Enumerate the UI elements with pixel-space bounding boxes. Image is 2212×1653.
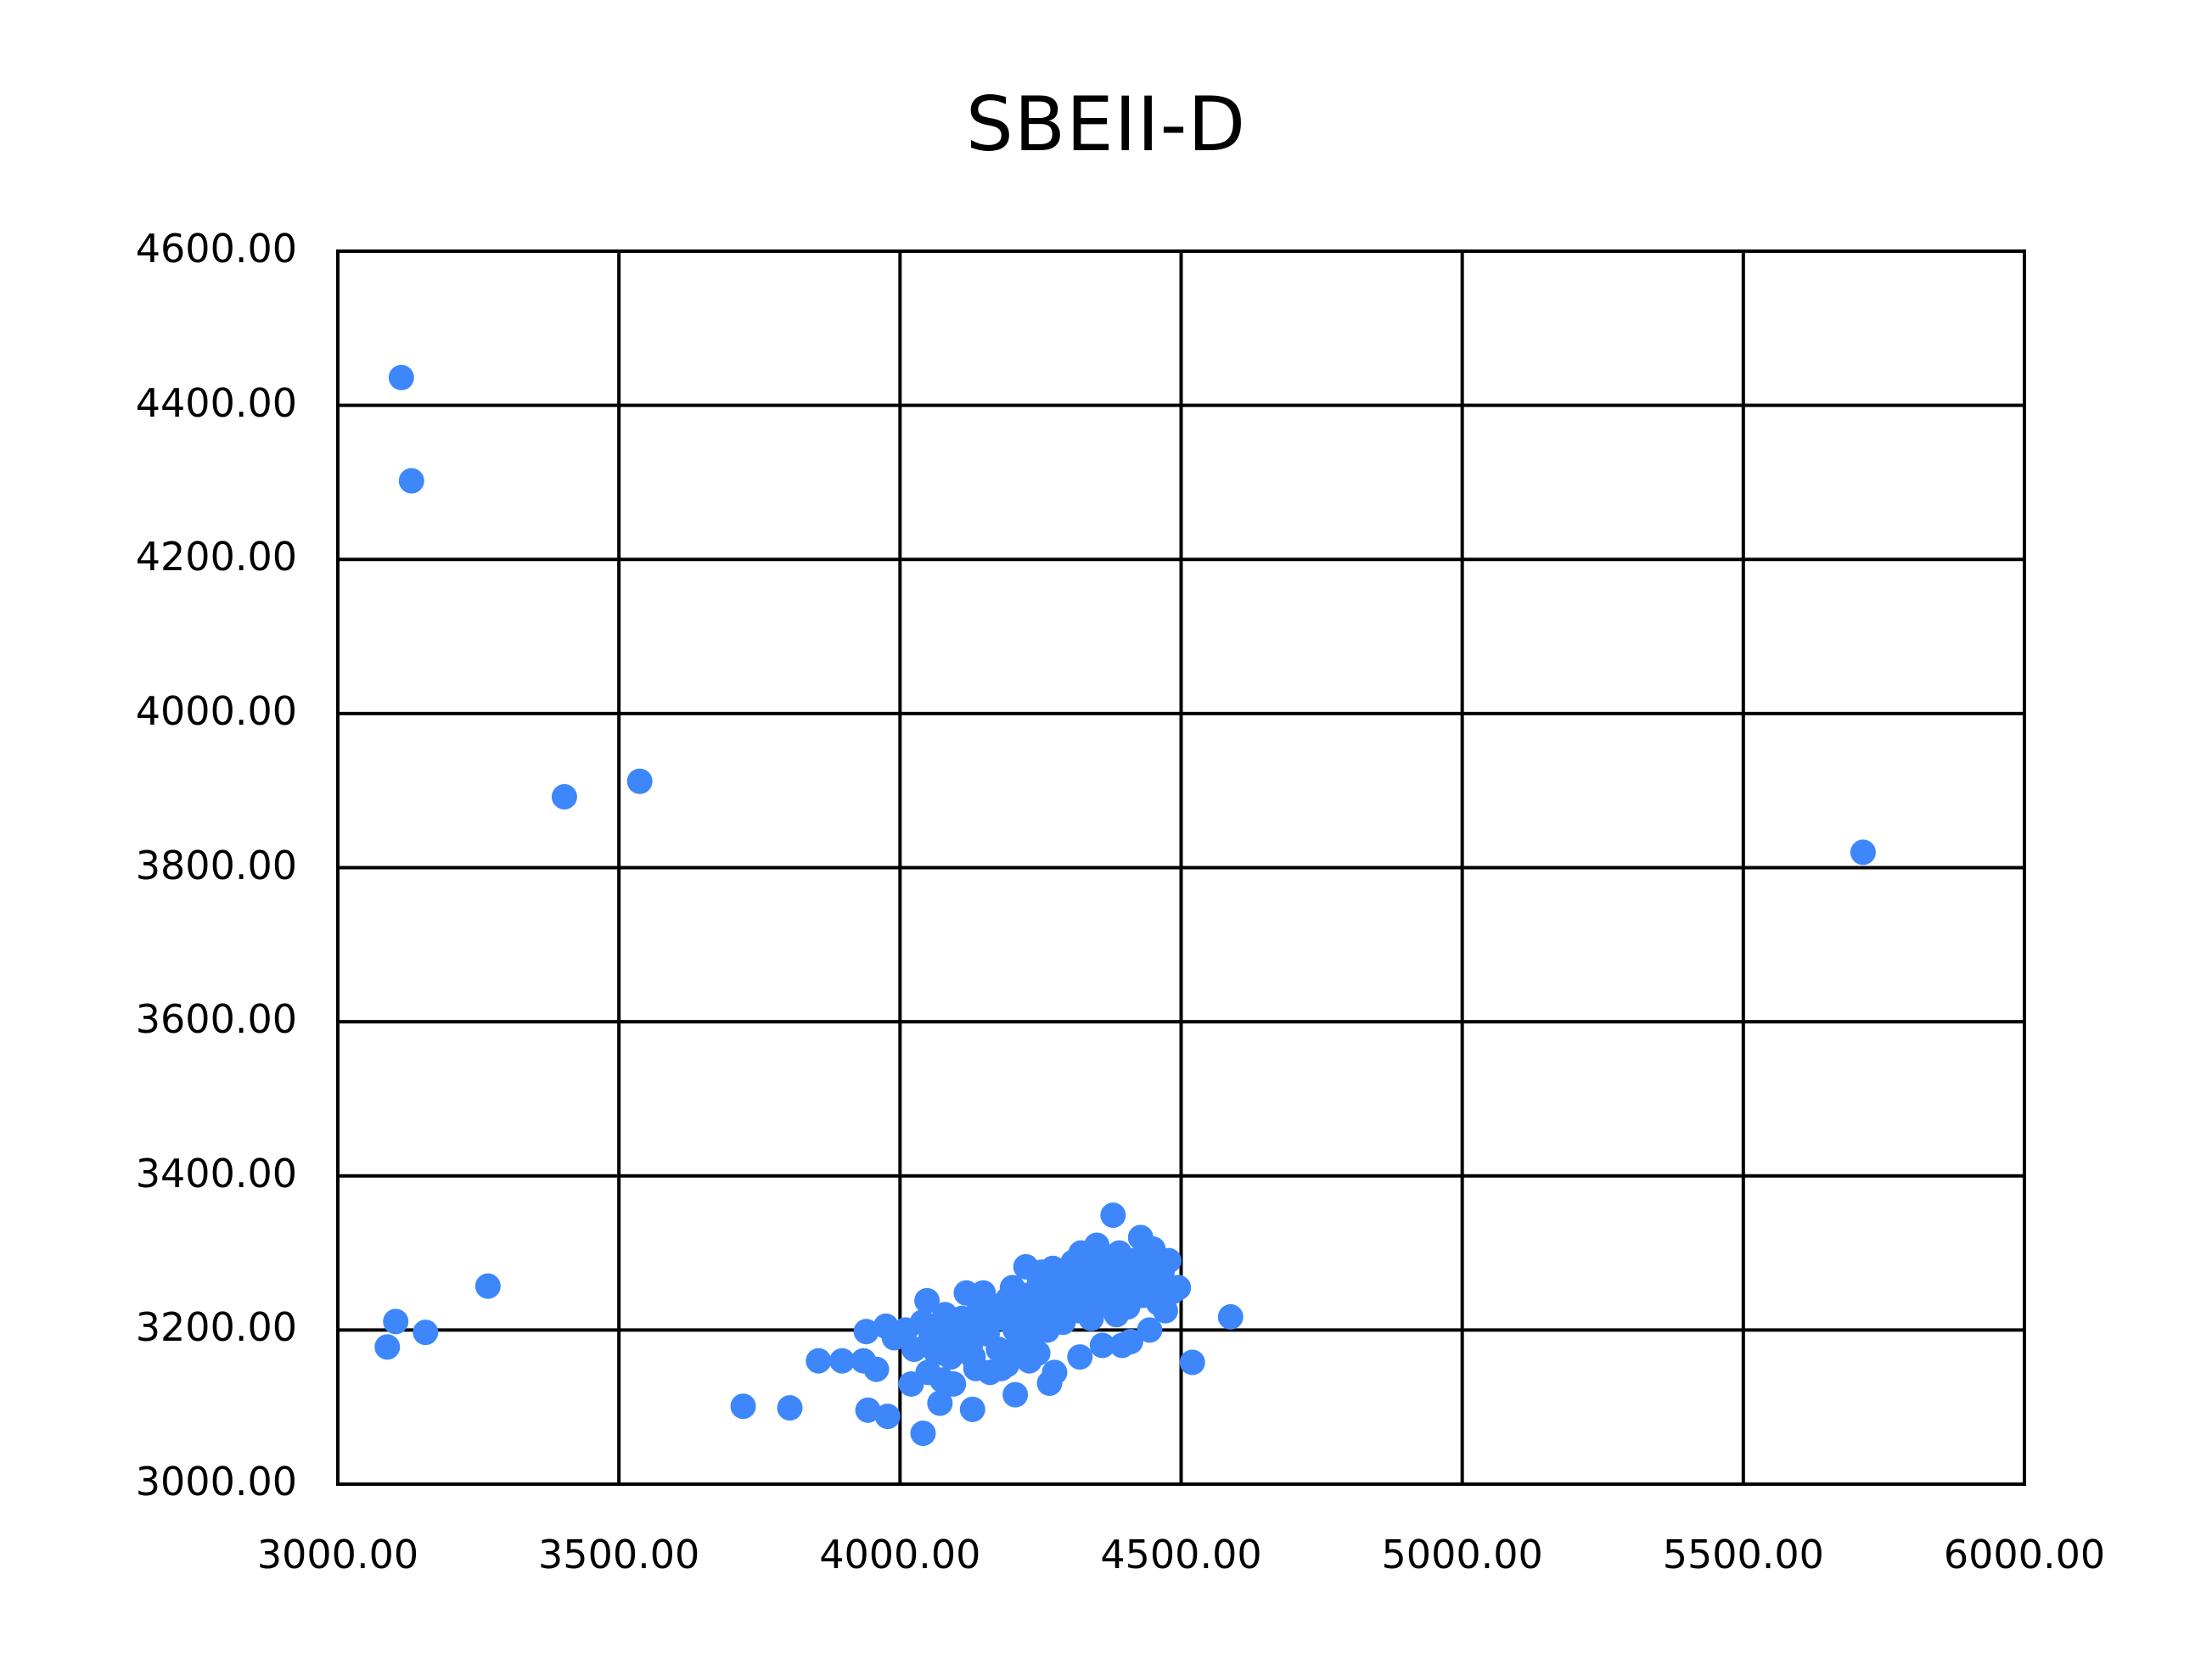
chart-title: SBEII-D (965, 81, 1247, 168)
data-point (914, 1287, 940, 1314)
y-tick-label: 3600.00 (135, 996, 297, 1043)
data-point (730, 1393, 756, 1420)
data-point (863, 1356, 890, 1382)
x-tick-label: 3000.00 (256, 1532, 419, 1577)
y-tick-label: 3800.00 (135, 842, 297, 888)
y-tick-label: 4400.00 (135, 379, 297, 426)
data-point (959, 1396, 985, 1422)
data-point (853, 1319, 879, 1345)
data-point (413, 1320, 439, 1346)
y-tick-label: 3400.00 (135, 1150, 297, 1196)
data-point (1100, 1202, 1126, 1229)
data-point (1137, 1317, 1163, 1343)
data-point (1025, 1340, 1051, 1366)
data-point (937, 1344, 963, 1370)
y-tick-label: 4200.00 (135, 534, 297, 580)
data-point (1850, 839, 1876, 866)
data-point (806, 1348, 832, 1374)
data-point (1155, 1247, 1182, 1274)
x-tick-label: 4000.00 (819, 1532, 981, 1577)
data-point (829, 1348, 856, 1374)
data-point (855, 1397, 881, 1423)
y-tick-label: 3200.00 (135, 1304, 297, 1351)
data-point (1179, 1349, 1205, 1376)
data-point (398, 468, 424, 494)
data-point (551, 783, 577, 810)
x-tick-label: 6000.00 (1943, 1532, 2106, 1577)
data-point (383, 1308, 409, 1335)
x-tick-label: 5500.00 (1662, 1532, 1824, 1577)
data-point (1002, 1381, 1029, 1408)
data-point (1165, 1275, 1192, 1301)
y-tick-label: 4000.00 (135, 687, 297, 734)
data-point (994, 1352, 1020, 1378)
x-tick-label: 5000.00 (1381, 1532, 1543, 1577)
data-point (874, 1404, 901, 1430)
data-point (777, 1395, 803, 1421)
data-point (1089, 1332, 1115, 1359)
data-point (626, 768, 653, 794)
plot-frame (336, 249, 2026, 1486)
data-point (1217, 1303, 1244, 1330)
data-point (1152, 1297, 1178, 1324)
data-point (915, 1359, 941, 1386)
data-point (910, 1420, 936, 1447)
data-point (1041, 1359, 1068, 1386)
x-tick-label: 4500.00 (1100, 1532, 1262, 1577)
data-point (1109, 1332, 1135, 1359)
data-point (474, 1273, 501, 1299)
data-point (1067, 1344, 1093, 1370)
data-points (374, 364, 1876, 1447)
x-tick-label: 3500.00 (538, 1532, 700, 1577)
y-tick-label: 3000.00 (135, 1459, 297, 1505)
y-tick-label: 4600.00 (135, 226, 297, 272)
data-point (374, 1334, 401, 1360)
data-point (388, 364, 414, 390)
data-point (927, 1390, 953, 1416)
